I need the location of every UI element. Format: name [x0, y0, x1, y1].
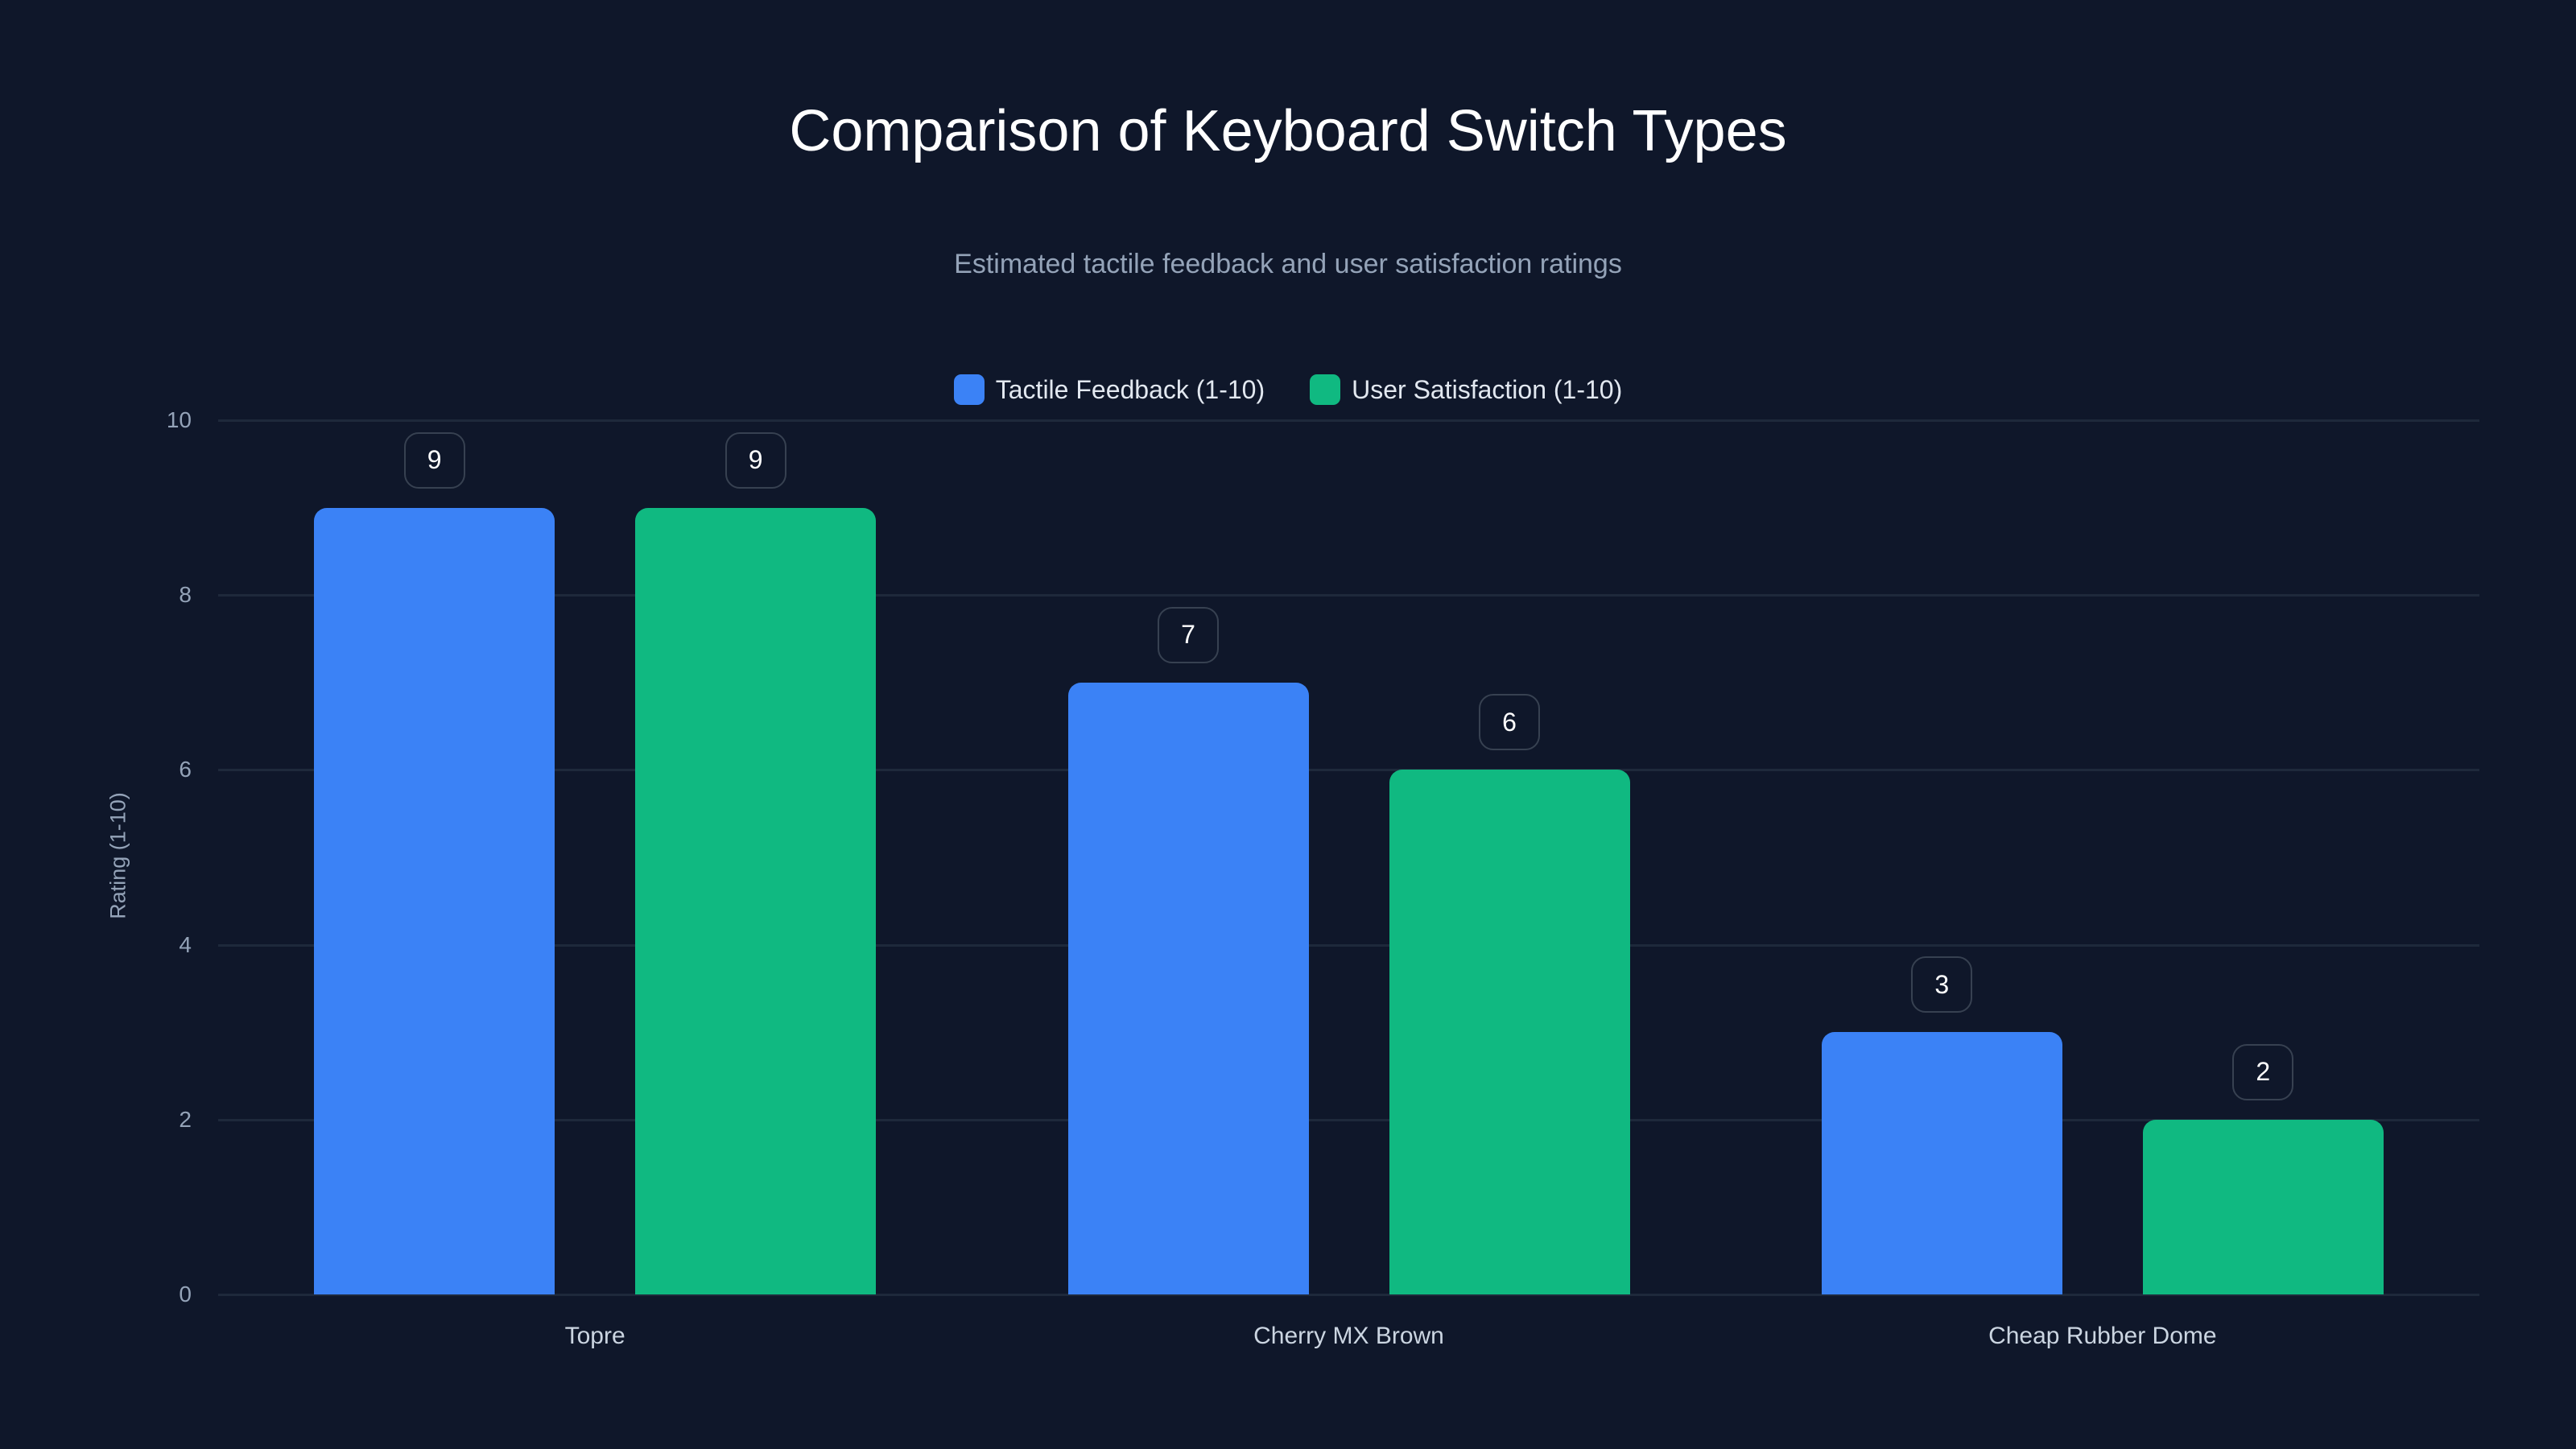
chart-subtitle: Estimated tactile feedback and user sati…	[954, 249, 1622, 279]
gridline	[218, 594, 2479, 597]
bar-tactile-feedback[interactable]	[1067, 682, 1309, 1294]
y-tick-label: 0	[179, 1282, 192, 1307]
y-axis-title: Rating (1-10)	[105, 792, 130, 919]
bar-user-satisfaction[interactable]	[2142, 1119, 2384, 1294]
legend-item-user-satisfaction[interactable]: User Satisfaction (1-10)	[1310, 372, 1622, 407]
x-tick-label: Topre	[564, 1323, 625, 1349]
y-tick-label: 8	[179, 582, 192, 608]
y-tick-label: 4	[179, 931, 192, 957]
y-tick-label: 2	[179, 1106, 192, 1132]
x-tick-label: Cherry MX Brown	[1253, 1323, 1444, 1349]
data-label: 7	[1158, 606, 1219, 663]
data-label: 2	[2232, 1043, 2294, 1100]
legend-item-tactile-feedback[interactable]: Tactile Feedback (1-10)	[953, 372, 1265, 407]
bar-tactile-feedback[interactable]	[314, 507, 555, 1294]
gridline	[218, 1118, 2479, 1121]
data-label: 9	[403, 431, 465, 489]
chart-title: Comparison of Keyboard Switch Types	[789, 99, 1787, 163]
data-label: 6	[1479, 694, 1540, 751]
gridline	[218, 419, 2479, 422]
legend: Tactile Feedback (1-10) User Satisfactio…	[0, 372, 2576, 407]
y-tick-label: 10	[166, 407, 192, 432]
plot-area: 9 9 7 6 3 2	[218, 419, 2479, 1296]
legend-label: User Satisfaction (1-10)	[1352, 375, 1623, 404]
bar-user-satisfaction[interactable]	[1389, 770, 1630, 1294]
bar-tactile-feedback[interactable]	[1821, 1032, 2062, 1294]
data-label: 3	[1911, 956, 1973, 1013]
legend-swatch-satisfaction-icon	[1310, 374, 1341, 405]
bar-user-satisfaction[interactable]	[635, 507, 877, 1294]
legend-swatch-tactile-icon	[953, 374, 985, 405]
y-tick-label: 6	[179, 757, 192, 782]
legend-label: Tactile Feedback (1-10)	[995, 375, 1265, 404]
x-tick-label: Cheap Rubber Dome	[1988, 1323, 2217, 1349]
data-label: 9	[724, 431, 786, 489]
gridline	[218, 943, 2479, 947]
gridline	[218, 769, 2479, 772]
gridline	[218, 1294, 2479, 1296]
